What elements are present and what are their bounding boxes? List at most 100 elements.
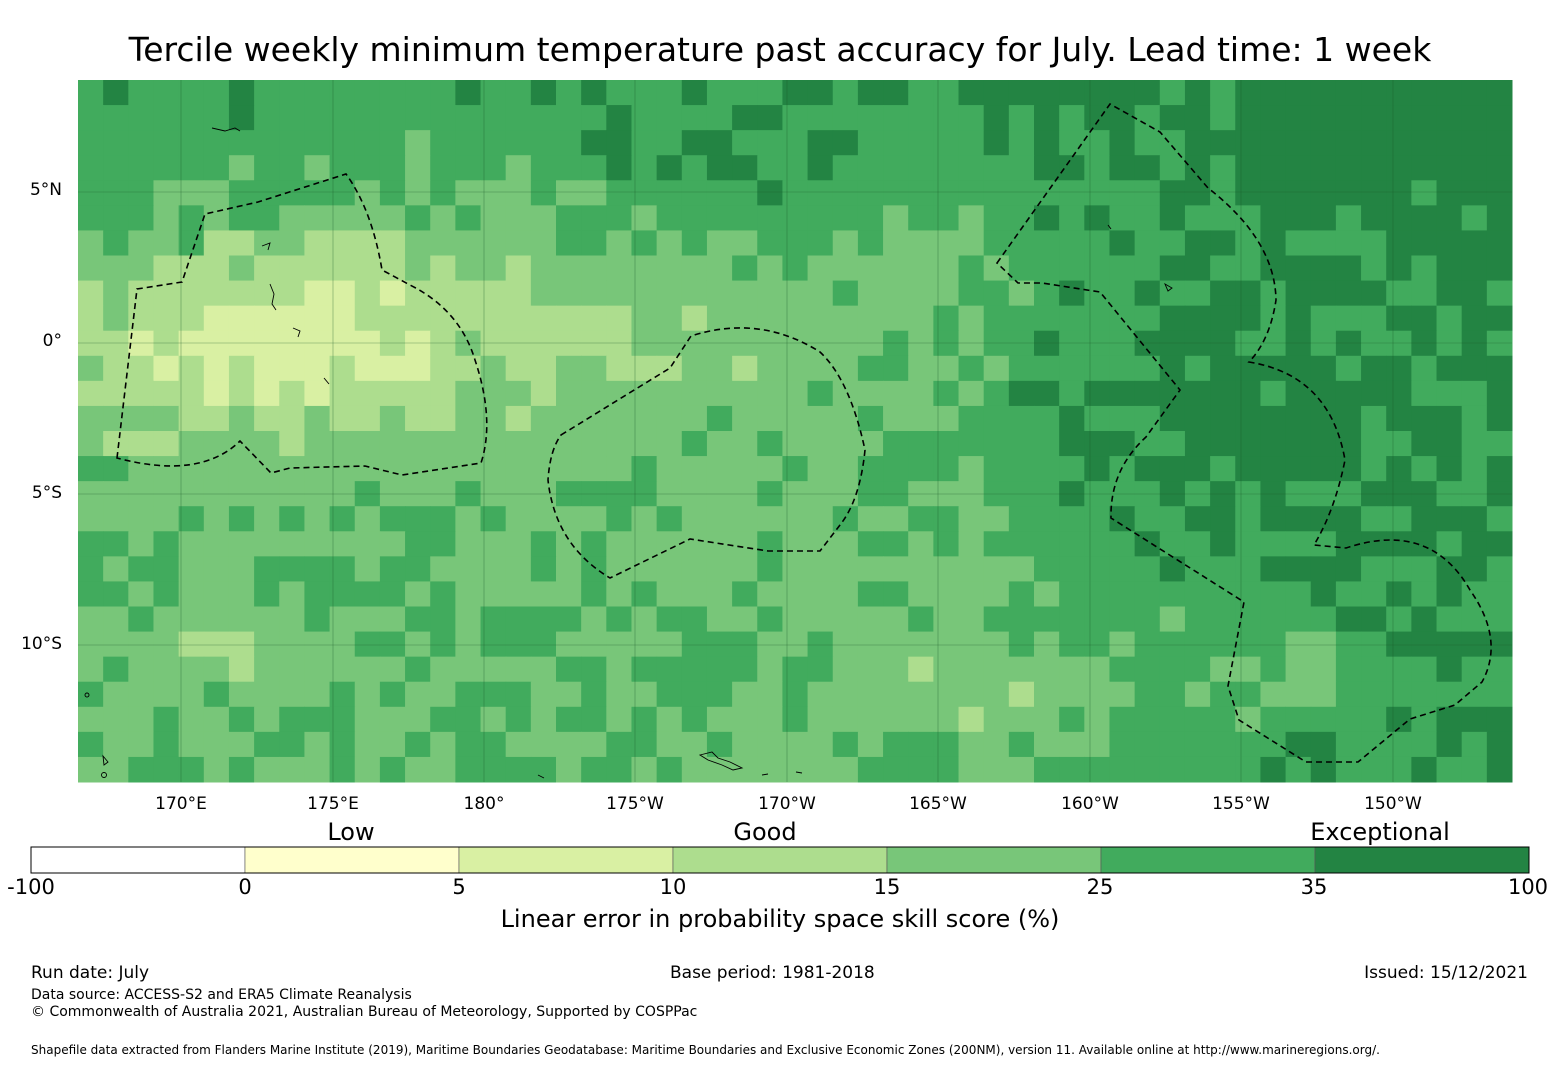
grid-cell: [1335, 756, 1362, 783]
grid-cell: [656, 255, 683, 282]
grid-cell: [706, 155, 733, 181]
grid-cell: [958, 155, 985, 181]
grid-cell: [405, 380, 431, 407]
grid-cell: [1184, 205, 1211, 231]
grid-cell: [1260, 205, 1287, 231]
lat-label: 5°S: [31, 483, 62, 503]
grid-cell: [606, 756, 632, 783]
grid-cell: [530, 606, 557, 633]
grid-cell: [279, 330, 305, 357]
grid-cell: [530, 155, 557, 181]
grid-cell: [732, 330, 758, 357]
lon-label: 150°W: [1364, 794, 1422, 814]
grid-cell: [631, 506, 658, 532]
grid-cell: [1361, 756, 1387, 783]
grid-cell: [329, 80, 356, 106]
grid-cell: [1008, 656, 1035, 683]
grid-cell: [254, 130, 280, 156]
grid-cell: [1034, 80, 1060, 106]
grid-cell: [354, 180, 381, 206]
grid-cell: [228, 405, 255, 432]
grid-cell: [1411, 105, 1438, 131]
grid-cell: [606, 706, 632, 733]
issued-date: Issued: 15/12/2021: [1364, 963, 1528, 983]
grid-cell: [983, 756, 1010, 783]
grid-cell: [581, 80, 607, 106]
grid-cell: [1008, 456, 1035, 482]
grid-cell: [757, 280, 783, 307]
grid-cell: [681, 756, 708, 783]
grid-cell: [1235, 405, 1261, 432]
grid-cell: [1461, 305, 1488, 332]
grid-cell: [1134, 756, 1161, 783]
grid-cell: [782, 305, 809, 332]
grid-cell: [1310, 330, 1337, 357]
grid-cell: [103, 330, 129, 357]
grid-cell: [1411, 155, 1438, 181]
grid-cell: [530, 756, 557, 783]
grid-cell: [857, 681, 884, 708]
grid-cell: [279, 80, 305, 106]
grid-cell: [1285, 130, 1312, 156]
grid-cell: [556, 581, 582, 607]
grid-cell: [1285, 155, 1312, 181]
grid-cell: [254, 280, 280, 307]
grid-cell: [505, 130, 532, 156]
grid-cell: [832, 656, 859, 683]
grid-cell: [505, 581, 532, 607]
grid-cell: [530, 456, 557, 482]
grid-cell: [1059, 130, 1085, 156]
colorbar-title: Linear error in probability space skill …: [500, 905, 1060, 933]
grid-cell: [581, 706, 607, 733]
grid-cell: [706, 355, 733, 382]
grid-cell: [1159, 130, 1186, 156]
grid-cell: [631, 105, 658, 131]
grid-cell: [1411, 731, 1438, 758]
grid-cell: [379, 255, 406, 282]
grid-cell: [153, 531, 180, 557]
grid-cell: [254, 155, 280, 181]
grid-cell: [581, 506, 607, 532]
grid-cell: [1285, 656, 1312, 683]
grid-cell: [1159, 731, 1186, 758]
grid-cell: [1486, 105, 1513, 131]
grid-cell: [606, 731, 632, 758]
grid-cell: [757, 756, 783, 783]
grid-cell: [631, 431, 658, 457]
grid-cell: [883, 355, 909, 382]
grid-cell: [153, 405, 180, 432]
grid-cell: [354, 731, 381, 758]
grid-cell: [631, 756, 658, 783]
grid-cell: [1084, 731, 1110, 758]
grid-cell: [1436, 205, 1463, 231]
grid-cell: [1184, 130, 1211, 156]
grid-cell: [203, 581, 230, 607]
grid-cell: [1260, 155, 1287, 181]
grid-cell: [1260, 405, 1287, 432]
grid-cell: [958, 180, 985, 206]
grid-cell: [1235, 130, 1261, 156]
grid-cell: [1486, 355, 1513, 382]
grid-cell: [304, 355, 331, 382]
grid-cell: [606, 531, 632, 557]
grid-cell: [430, 731, 456, 758]
grid-cell: [1008, 756, 1035, 783]
grid-cell: [908, 155, 934, 181]
grid-cell: [1034, 155, 1060, 181]
grid-cell: [1461, 606, 1488, 633]
grid-cell: [1109, 556, 1136, 582]
grid-cell: [857, 305, 884, 332]
grid-cell: [1159, 105, 1186, 131]
grid-cell: [606, 681, 632, 708]
grid-cell: [228, 656, 255, 683]
grid-cell: [1159, 756, 1186, 783]
grid-cell: [706, 280, 733, 307]
grid-cell: [78, 305, 104, 332]
grid-cell: [681, 606, 708, 633]
grid-cell: [1335, 130, 1362, 156]
grid-cell: [857, 606, 884, 633]
grid-cell: [1159, 531, 1186, 557]
grid-cell: [1235, 230, 1261, 256]
grid-cell: [983, 280, 1010, 307]
grid-cell: [1436, 706, 1463, 733]
